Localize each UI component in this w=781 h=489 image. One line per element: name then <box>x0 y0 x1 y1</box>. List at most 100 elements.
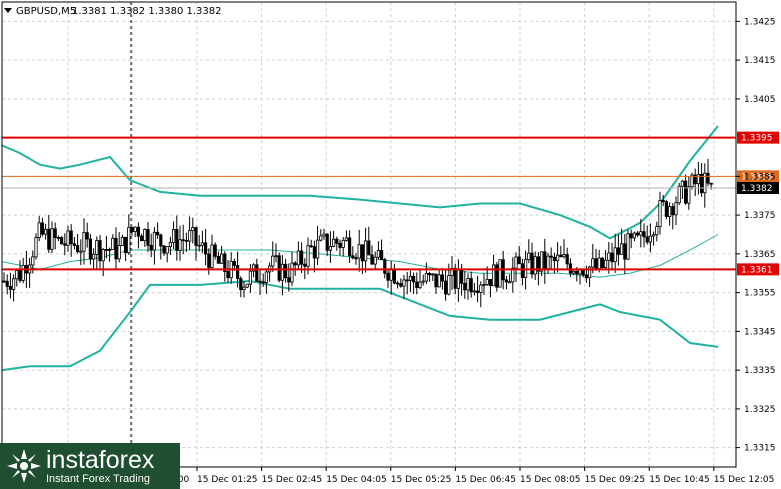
candle-body <box>498 259 502 288</box>
candle <box>443 268 448 301</box>
candle-body <box>655 226 659 236</box>
candle <box>162 244 166 256</box>
candle <box>668 202 672 226</box>
candle-body <box>472 290 477 293</box>
watermark-sub: Instant Forex Trading <box>46 473 150 485</box>
candle-body <box>203 242 208 255</box>
candle <box>453 263 457 295</box>
candle-body <box>379 250 384 260</box>
candle-body <box>411 275 416 283</box>
candle <box>677 182 681 205</box>
candle-body <box>504 279 509 283</box>
candle <box>245 283 249 289</box>
candle-body <box>591 258 595 268</box>
candle-body <box>575 270 579 275</box>
candle-body <box>347 237 352 257</box>
candle-body <box>139 235 144 242</box>
candle <box>549 247 553 270</box>
candle-body <box>66 230 70 246</box>
candle <box>556 242 560 273</box>
candle-body <box>475 290 480 293</box>
candle-body <box>491 264 496 287</box>
candle <box>171 221 176 250</box>
candle-body <box>511 267 515 283</box>
candle-body <box>184 239 188 242</box>
candle-body <box>405 279 409 282</box>
candle <box>383 257 387 279</box>
candle-body <box>335 238 339 244</box>
candle <box>66 225 70 253</box>
candle-body <box>219 253 224 264</box>
candle-body <box>668 206 672 217</box>
candle <box>363 227 368 273</box>
candle-body <box>178 239 182 251</box>
candle <box>338 239 342 256</box>
current-price-bg <box>737 182 779 194</box>
candle <box>700 163 704 197</box>
collapse-triangle-icon[interactable] <box>4 8 12 13</box>
candle <box>309 239 313 248</box>
candle-body <box>277 255 281 281</box>
candle <box>63 233 67 256</box>
candle <box>620 228 624 255</box>
y-tick-label: 1.3405 <box>744 95 776 105</box>
candle-body <box>274 255 278 258</box>
candle <box>152 227 156 265</box>
candle-body <box>636 232 640 236</box>
candle <box>684 174 688 205</box>
candle-body <box>223 253 227 272</box>
candle-body <box>130 226 134 232</box>
candle <box>213 242 217 260</box>
candle <box>696 162 701 195</box>
candle <box>626 229 630 260</box>
candle-body <box>194 227 198 246</box>
candle-body <box>251 264 256 272</box>
candle <box>117 232 121 263</box>
y-tick-label: 1.3415 <box>744 56 776 66</box>
candle <box>92 248 96 270</box>
candle-body <box>482 284 486 286</box>
candles <box>2 158 713 308</box>
candle <box>101 248 105 277</box>
candle <box>181 224 185 255</box>
candle <box>616 234 621 266</box>
candle <box>79 239 83 265</box>
lower-band <box>1 279 719 372</box>
candle <box>578 268 582 285</box>
candle-body <box>584 274 589 279</box>
candle <box>456 259 461 302</box>
candle-body <box>155 231 160 236</box>
candle <box>424 262 429 285</box>
candle-body <box>552 256 557 262</box>
candle-body <box>165 246 169 254</box>
candle-body <box>373 256 377 265</box>
candle-body <box>197 244 201 247</box>
candle <box>600 257 605 270</box>
candle <box>530 242 534 279</box>
candle <box>108 247 112 262</box>
candle-body <box>613 247 617 263</box>
candle-body <box>620 243 624 255</box>
candle <box>274 243 278 263</box>
candle-body <box>191 227 195 232</box>
candle <box>434 273 438 294</box>
candle <box>344 230 349 242</box>
candle-body <box>684 180 688 204</box>
candle-body <box>79 250 83 253</box>
candle <box>203 229 208 266</box>
candle <box>130 226 134 236</box>
candle <box>431 272 435 281</box>
candle <box>149 233 153 258</box>
candle-body <box>424 273 429 282</box>
candle <box>312 240 317 273</box>
candle-body <box>600 257 605 268</box>
candle <box>175 215 179 261</box>
y-tick-label: 1.3375 <box>744 211 776 221</box>
candle <box>367 226 371 256</box>
candle <box>437 269 441 288</box>
candle <box>287 263 291 292</box>
candle-body <box>687 186 691 204</box>
candle <box>386 269 390 288</box>
